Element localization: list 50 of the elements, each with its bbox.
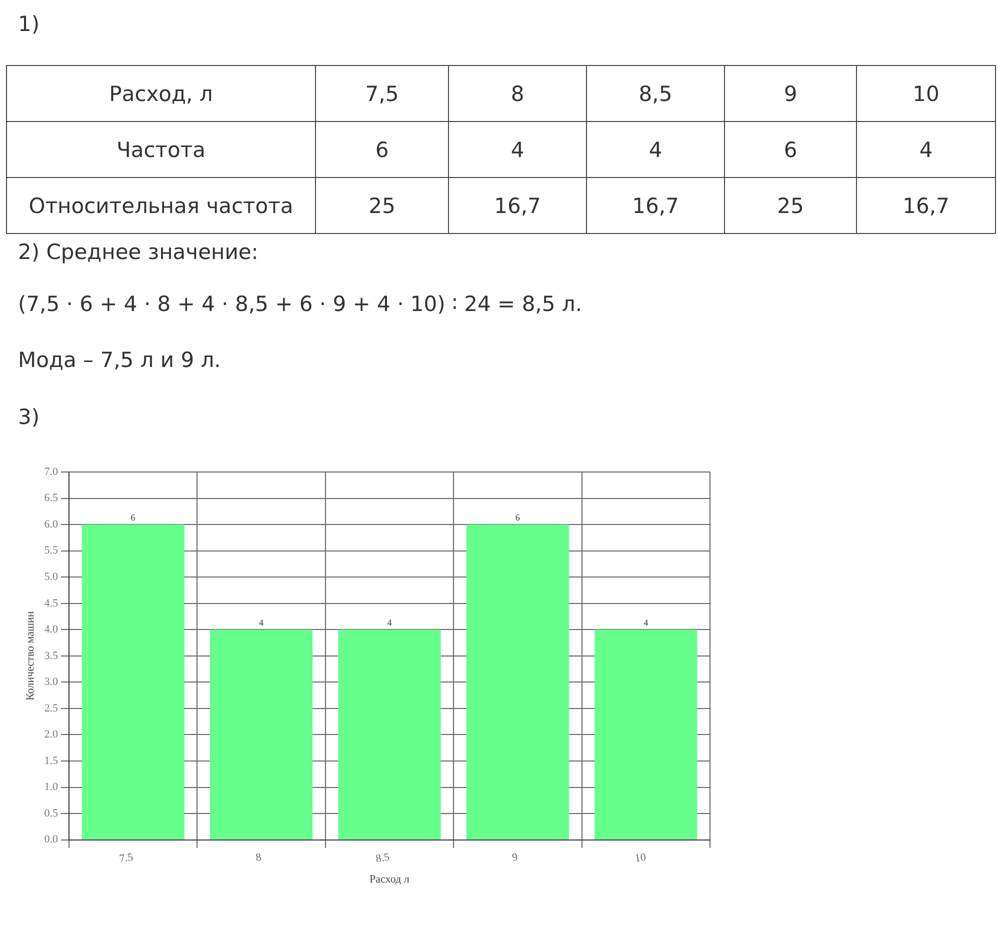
text: 16,7 (586, 178, 724, 234)
text: 3) (18, 405, 40, 429)
y-tick-label: 3.5 (44, 650, 58, 662)
y-tick-label: 6.0 (44, 518, 58, 530)
text: 7,5 (316, 66, 448, 122)
text: 16,7 (448, 178, 586, 234)
text: 25 (316, 178, 448, 234)
text: 6 (316, 122, 448, 178)
x-tick-label: 7.5 (118, 851, 134, 866)
x-tick-label: 9 (511, 851, 519, 864)
text: 25 (724, 178, 856, 234)
text: (7,5 · 6 + 4 · 8 + 4 · 8,5 + 6 · 9 + 4 · 10) ∶ 24 = 8,5 л. (18, 292, 582, 316)
text: Относительная частота (6, 178, 316, 234)
y-axis-title: Количество машин (24, 611, 36, 701)
text: Частота (6, 122, 316, 178)
text: 16,7 (856, 178, 996, 234)
data-label: 6 (130, 512, 136, 522)
text: Мода – 7,5 л и 9 л. (18, 348, 221, 372)
text: 4 (448, 122, 586, 178)
text: 9 (724, 66, 856, 122)
data-label: 4 (644, 617, 649, 628)
y-tick-label: 1.0 (44, 781, 58, 794)
data-label: 4 (387, 617, 392, 628)
text: 10 (856, 66, 996, 122)
y-tick-label: 4.0 (44, 624, 58, 636)
text: 4 (586, 122, 724, 178)
y-tick-label: 2.0 (44, 728, 58, 741)
text: Расход, л (6, 66, 316, 122)
x-tick-label: 10 (634, 851, 648, 865)
y-tick-label: 0.5 (44, 807, 58, 820)
text: 2) Среднее значение: (18, 240, 258, 264)
x-axis-title: Расход л (370, 873, 410, 886)
data-label: 6 (515, 512, 520, 522)
y-tick-label: 5.0 (44, 570, 58, 583)
data-label: 4 (259, 617, 264, 628)
x-tick-label: 8.5 (375, 851, 391, 866)
text: 8 (448, 66, 586, 122)
y-tick-label: 4.5 (44, 597, 58, 610)
text: 4 (856, 122, 996, 178)
y-tick-label: 3.0 (44, 676, 58, 688)
y-tick-label: 6.5 (44, 492, 58, 504)
y-tick-label: 0.0 (44, 834, 58, 846)
y-tick-label: 1.5 (44, 754, 58, 767)
text: 6 (724, 122, 856, 178)
y-tick-label: 5.5 (44, 544, 58, 557)
y-tick-label: 2.5 (44, 702, 58, 714)
text: 1) (18, 12, 40, 36)
x-tick-label: 8 (254, 851, 263, 864)
y-tick-label: 7.0 (44, 466, 58, 478)
text: 8,5 (586, 66, 724, 122)
